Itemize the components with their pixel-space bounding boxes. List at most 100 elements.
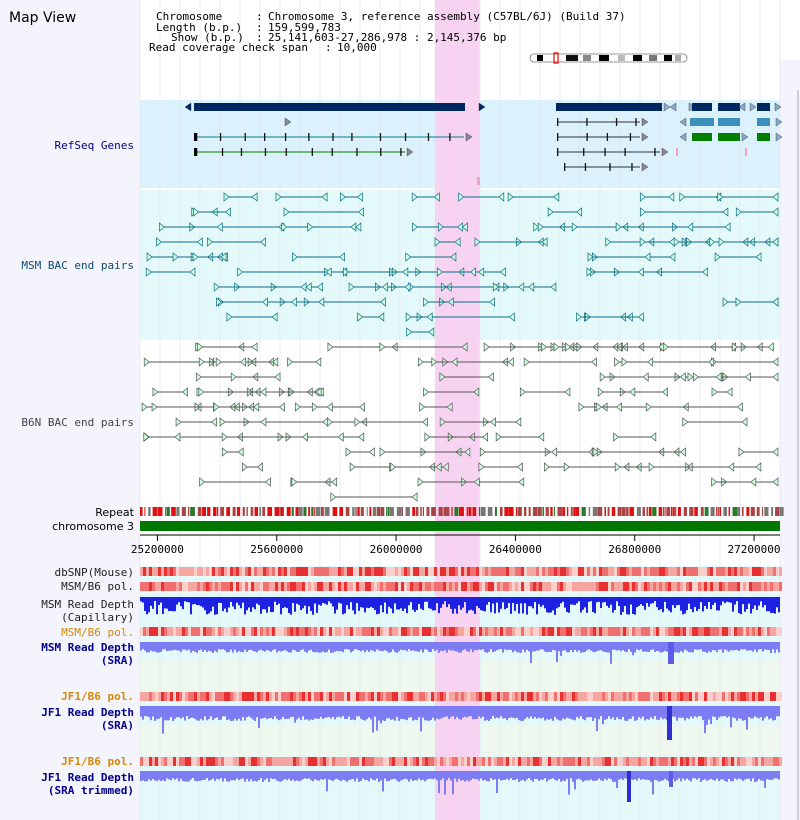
jf1-b6-trimmed-polymorphism-density (473, 757, 476, 766)
gene-exon (557, 118, 559, 126)
repeat-element (588, 507, 591, 516)
msm-capillary-depth-bar (486, 597, 488, 605)
jf1-b6-polymorphism-density (614, 692, 617, 701)
jf1-sra-depth-bar (716, 706, 718, 721)
track-label-dbsnp[interactable]: dbSNP(Mouse) (54, 566, 134, 579)
track-label-msm-bac[interactable]: MSM BAC end pairs (21, 259, 134, 272)
msm-bac-pair-end (673, 237, 680, 247)
jf1-sra-depth-bar (162, 706, 164, 734)
dbsnp-density (500, 567, 503, 576)
jf1-b6-polymorphism-density (227, 692, 230, 701)
jf1-trimmed-depth-bar (156, 771, 158, 782)
gene-strand-arrow (661, 147, 669, 157)
jf1-trimmed-depth-bar (252, 771, 254, 782)
jf1-trimmed-depth-bar (364, 771, 366, 780)
dbsnp-density (302, 567, 305, 576)
msm-b6-polymorphism-density (743, 582, 746, 591)
track-label-jf1-depth-trimmed[interactable]: JF1 Read Depth (41, 771, 134, 784)
track-label-jf1-b6-pol[interactable]: JF1/B6 pol. (61, 690, 134, 703)
jf1-b6-polymorphism-density (458, 692, 461, 701)
jf1-b6-trimmed-polymorphism-density (608, 757, 611, 766)
jf1-trimmed-depth-bar (524, 771, 526, 782)
msm-bac-pair-end (499, 267, 506, 277)
jf1-b6-trimmed-polymorphism-density (377, 757, 380, 766)
repeat-element (553, 507, 555, 516)
track-label-jf1-depth-sra[interactable]: JF1 Read Depth (41, 706, 134, 719)
jf1-sra-depth-bar (750, 706, 752, 719)
msm-b6-sra-polymorphism-density (512, 627, 515, 636)
b6n-bac-pair-end (419, 402, 426, 412)
jf1-sra-depth-bar (510, 706, 512, 718)
jf1-b6-polymorphism-density (524, 692, 527, 701)
track-label-msm-depth-capillary[interactable]: MSM Read Depth (41, 598, 134, 611)
msm-b6-sra-polymorphism-density (737, 627, 740, 636)
msm-capillary-depth-bar (154, 597, 156, 602)
jf1-trimmed-depth-bar (554, 771, 556, 780)
msm-sra-depth-bar (264, 642, 266, 652)
track-label-jf1-b6-pol-trimmed[interactable]: JF1/B6 pol. (61, 755, 134, 768)
msm-capillary-depth-bar (644, 597, 646, 610)
jf1-sra-depth-bar (356, 706, 358, 717)
msm-capillary-depth-bar (700, 597, 702, 603)
dbsnp-density (614, 567, 617, 576)
msm-capillary-depth-bar (710, 597, 712, 610)
msm-b6-polymorphism-density (287, 582, 290, 591)
msm-b6-polymorphism-density (362, 582, 365, 591)
jf1-b6-trimmed-polymorphism-density (482, 757, 485, 766)
track-label-chromosome[interactable]: chromosome 3 (52, 520, 134, 533)
jf1-b6-polymorphism-density (533, 692, 536, 701)
b6n-bac-pair-end (322, 417, 329, 427)
msm-sra-depth-bar (632, 642, 634, 656)
track-label-msm-b6-pol[interactable]: MSM/B6 pol. (61, 580, 134, 593)
msm-capillary-depth-bar (492, 597, 494, 604)
msm-capillary-depth-bar (474, 597, 476, 615)
gene-exon (609, 163, 611, 171)
track-label-msm-b6-pol-sra[interactable]: MSM/B6 pol. (61, 626, 134, 639)
jf1-b6-trimmed-polymorphism-density (602, 757, 605, 766)
jf1-trimmed-depth-bar (570, 771, 572, 779)
jf1-sra-depth-bar (450, 706, 452, 718)
jf1-b6-trimmed-polymorphism-density (317, 757, 320, 766)
jf1-trimmed-depth-bar (308, 771, 310, 779)
jf1-trimmed-depth-bar (490, 771, 492, 779)
msm-sra-depth-bar (228, 642, 230, 652)
dbsnp-density (755, 567, 758, 576)
jf1-b6-trimmed-polymorphism-density (776, 757, 779, 766)
jf1-trimmed-depth-bar (298, 771, 300, 782)
jf1-b6-trimmed-polymorphism-density (692, 757, 695, 766)
msm-capillary-depth-bar (362, 597, 364, 608)
msm-b6-sra-polymorphism-density (758, 627, 761, 636)
jf1-b6-trimmed-polymorphism-density (656, 757, 659, 766)
jf1-b6-trimmed-polymorphism-density (413, 757, 416, 766)
repeat-element (216, 507, 219, 516)
jf1-trimmed-depth-bar (288, 771, 290, 779)
dbsnp-density (329, 567, 332, 576)
dbsnp-density (773, 567, 776, 576)
jf1-sra-depth-bar (534, 706, 536, 718)
repeat-element (607, 507, 610, 516)
track-label-repeat[interactable]: Repeat (95, 506, 134, 519)
jf1-b6-trimmed-polymorphism-density (389, 757, 392, 766)
msm-sra-depth-bar (478, 642, 480, 650)
jf1-b6-trimmed-polymorphism-density (686, 757, 689, 766)
msm-bac-pair-end (307, 222, 314, 232)
msm-capillary-depth-bar (626, 597, 628, 615)
jf1-trimmed-depth-bar (746, 771, 748, 779)
jf1-b6-trimmed-polymorphism-density (332, 757, 335, 766)
track-label-msm-depth-sra[interactable]: MSM Read Depth (41, 641, 134, 654)
jf1-b6-trimmed-polymorphism-density (401, 757, 404, 766)
jf1-b6-trimmed-polymorphism-density (206, 757, 209, 766)
gene-exon (379, 133, 382, 141)
jf1-sra-depth-bar (146, 706, 148, 717)
track-label-b6n-bac[interactable]: B6N BAC end pairs (21, 416, 134, 429)
track-label-refseq[interactable]: RefSeq Genes (54, 139, 134, 152)
msm-sra-depth-bar (680, 642, 682, 652)
dbsnp-density (398, 567, 401, 576)
msm-sra-depth-bar (628, 642, 630, 650)
b6n-bac-pair-end (423, 387, 430, 397)
jf1-b6-polymorphism-density (656, 692, 659, 701)
jf1-sra-depth-bar (150, 706, 152, 721)
msm-bac-pair-end (292, 252, 298, 262)
jf1-trimmed-depth-bar (282, 771, 284, 781)
